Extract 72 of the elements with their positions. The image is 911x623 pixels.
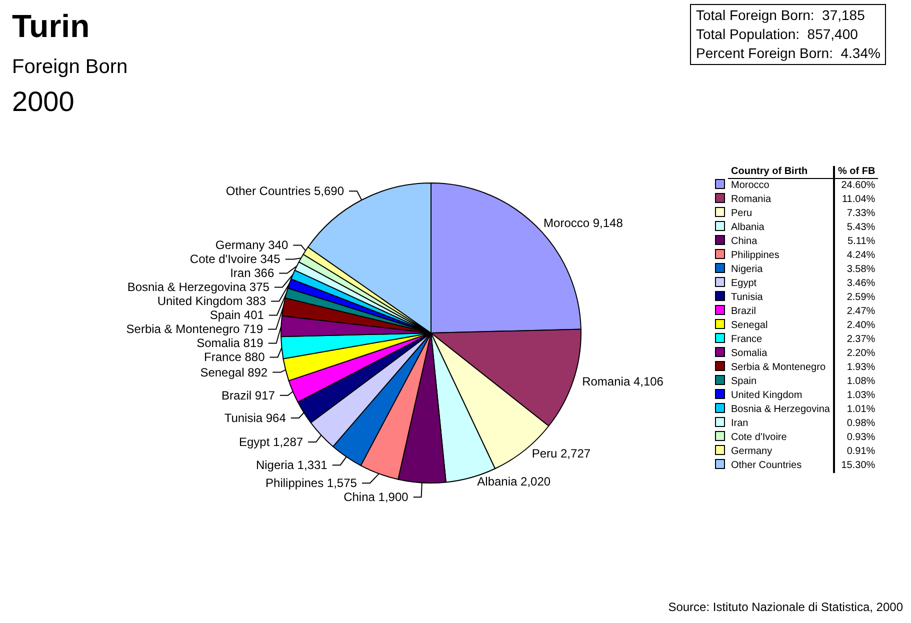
slice-label: Iran 366 xyxy=(230,266,274,280)
text: Percent Foreign Born: 4.34% xyxy=(696,44,880,63)
data-label: 3.46% xyxy=(834,276,878,291)
category-label: Bosnia & Herzegovina xyxy=(730,402,831,417)
category-label: Philippines xyxy=(730,248,780,263)
category-label: Brazil xyxy=(730,304,758,319)
data-label: 2.47% xyxy=(834,304,878,319)
data-label: 1.93% xyxy=(834,360,878,375)
category-label: China xyxy=(730,234,758,249)
category-label: Other Countries xyxy=(730,458,803,473)
slice-label: France 880 xyxy=(204,350,266,364)
category-label: Spain xyxy=(730,374,758,389)
text: Total Population: 857,400 xyxy=(696,25,859,44)
data-label: 15.30% xyxy=(834,458,878,473)
data-label: 2.40% xyxy=(834,318,878,333)
slice-label: Other Countries 5,690 xyxy=(226,184,344,198)
category-label: Tunisia xyxy=(730,290,764,305)
category-label: Nigeria xyxy=(730,262,764,277)
category-label: Cote d'Ivoire xyxy=(730,430,788,445)
data-label: 7.33% xyxy=(834,206,878,221)
data-label: 5.11% xyxy=(834,234,878,249)
data-label: 0.91% xyxy=(834,444,878,459)
data-label: 24.60% xyxy=(834,178,878,193)
text: 2000 xyxy=(12,86,74,118)
category-label: Somalia xyxy=(730,346,768,361)
slice-label: Albania 2,020 xyxy=(477,474,551,488)
slice-label: United Kingdom 383 xyxy=(157,294,266,308)
category-label: Germany xyxy=(730,444,774,459)
category-label: Peru xyxy=(730,206,754,221)
category-label: Serbia & Montenegro xyxy=(730,360,827,375)
category-label: Egypt xyxy=(730,276,758,291)
chart-subtitle: Foreign Born xyxy=(12,56,128,79)
category-label: Iran xyxy=(730,416,750,431)
data-label: 2.59% xyxy=(834,290,878,305)
category-label: France xyxy=(730,332,764,347)
slice-label: Brazil 917 xyxy=(222,388,276,402)
category-label: Romania xyxy=(730,192,772,207)
slice-label: Nigeria 1,331 xyxy=(256,458,328,472)
data-label: 0.98% xyxy=(834,416,878,431)
data-label: 5.43% xyxy=(834,220,878,235)
slice-label: Bosnia & Herzegovina 375 xyxy=(127,280,270,294)
data-label: 3.58% xyxy=(834,262,878,277)
slice-label: Cote d'Ivoire 345 xyxy=(190,252,281,266)
slice-label: Serbia & Montenegro 719 xyxy=(126,322,264,336)
category-label: Morocco xyxy=(730,179,770,193)
category-label: United Kingdom xyxy=(730,388,804,403)
slice-label: Morocco 9,148 xyxy=(544,216,624,230)
slice-label: Senegal 892 xyxy=(200,365,268,380)
chart-title: Turin xyxy=(12,8,90,45)
slice-label: Tunisia 964 xyxy=(224,410,286,425)
text: Total Foreign Born: 37,185 xyxy=(696,6,866,25)
text: % of FB xyxy=(834,166,878,179)
slice-label: Egypt 1,287 xyxy=(239,435,304,450)
category-label: Albania xyxy=(730,220,766,235)
data-label: 1.03% xyxy=(834,388,878,403)
slice-label: Germany 340 xyxy=(215,238,288,252)
data-label: 2.37% xyxy=(834,332,878,347)
data-label: 1.08% xyxy=(834,374,878,389)
data-label: 1.01% xyxy=(834,402,878,417)
data-label: 4.24% xyxy=(834,248,878,263)
slice-label: Philippines 1,575 xyxy=(266,476,358,490)
category-label: Senegal xyxy=(730,318,769,333)
slice-label: Romania 4,106 xyxy=(582,374,664,389)
text: Country of Birth xyxy=(728,166,834,179)
data-label: 2.20% xyxy=(834,346,878,361)
slice-label: Spain 401 xyxy=(210,308,264,322)
slice-label: Somalia 819 xyxy=(196,336,264,350)
data-label: 11.04% xyxy=(834,192,878,207)
source-note: Source: Istituto Nazionale di Statistica, 2000 xyxy=(668,600,903,614)
slice-label: Peru 2,727 xyxy=(532,446,591,461)
slice-label: China 1,900 xyxy=(344,490,409,504)
data-label: 0.93% xyxy=(834,430,878,445)
